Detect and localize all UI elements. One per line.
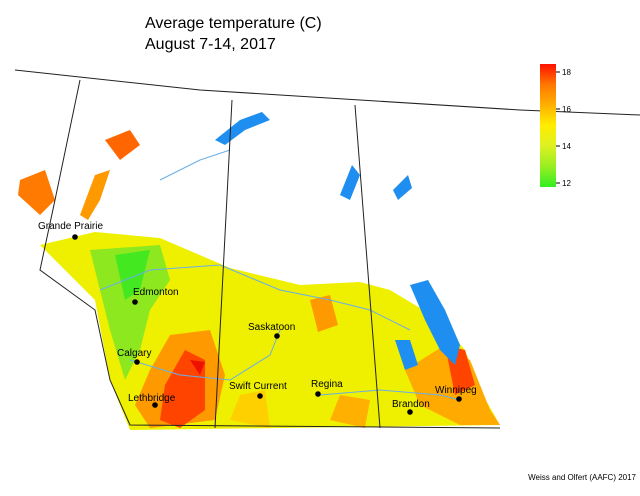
city-dot	[456, 396, 462, 402]
hydrography	[99, 112, 461, 401]
borders	[14, 69, 640, 429]
title-line: August 7-14, 2017	[145, 36, 276, 53]
legend-tick-label: 14	[562, 142, 571, 151]
city-dot	[407, 409, 413, 415]
city-label: Saskatoon	[248, 322, 295, 333]
city-label: Regina	[311, 379, 343, 390]
city-dot	[132, 299, 138, 305]
city-dot	[72, 234, 78, 240]
city-label: Calgary	[117, 348, 151, 359]
title-line: Average temperature (C)	[145, 15, 322, 32]
legend-tick-label: 18	[562, 68, 571, 77]
legend: 12 14 16 18	[540, 64, 571, 188]
city-dot	[274, 333, 280, 339]
legend-tick-label: 16	[562, 105, 571, 114]
city-label: Swift Current	[229, 381, 287, 392]
city-label: Grande Prairie	[38, 221, 103, 232]
city-label: Brandon	[392, 399, 430, 410]
city-label: Winnipeg	[435, 385, 477, 396]
city-dot	[134, 359, 140, 365]
city-label: Edmonton	[133, 287, 179, 298]
city-dot	[257, 393, 263, 399]
legend-bar	[540, 64, 556, 187]
temperature-field	[18, 130, 500, 430]
city-dot	[315, 391, 321, 397]
legend-tick-label: 12	[562, 179, 571, 188]
credit: Weiss and Olfert (AAFC) 2017	[528, 473, 636, 482]
city-label: Lethbridge	[128, 393, 176, 404]
city-dot	[152, 402, 158, 408]
cities: Grande Prairie Edmonton Calgary Lethbridge S…	[38, 221, 477, 415]
